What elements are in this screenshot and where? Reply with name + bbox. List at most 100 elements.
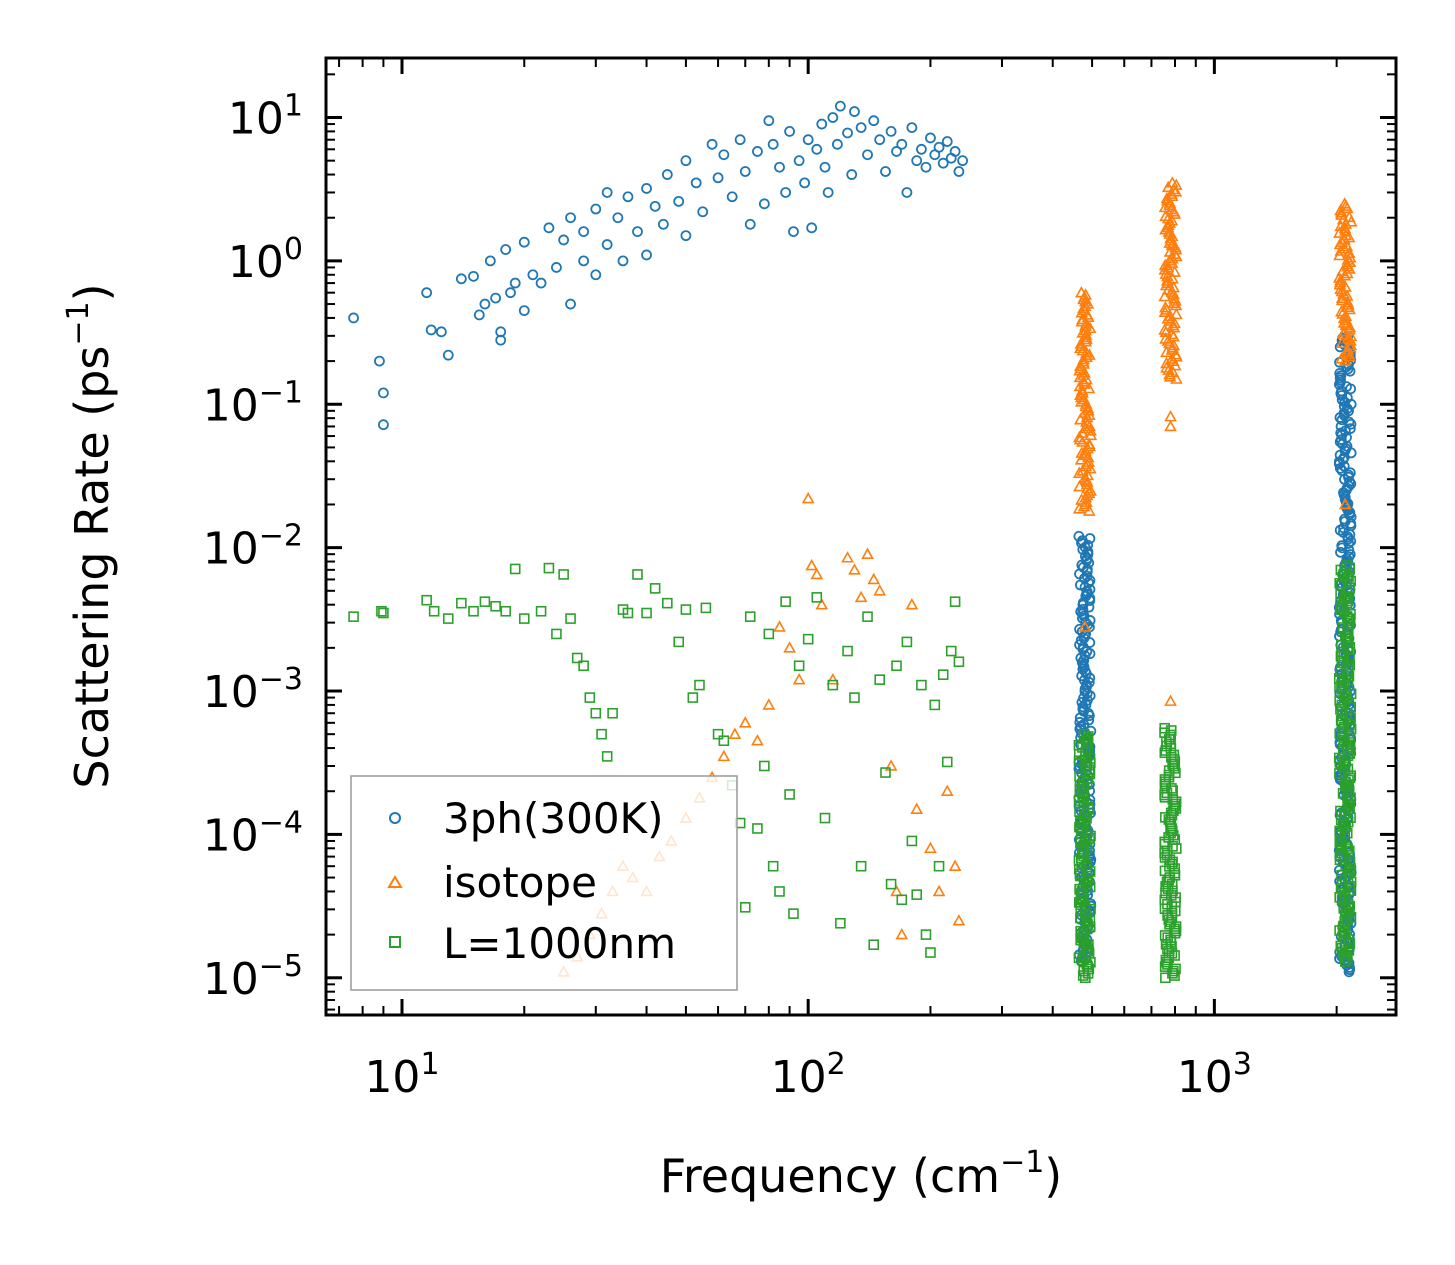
plot-points	[348, 100, 1358, 984]
band-point	[1344, 365, 1356, 377]
data-point	[706, 138, 718, 150]
data-point	[799, 177, 811, 189]
legend-box	[350, 775, 738, 991]
band-point	[1082, 408, 1096, 421]
data-point	[673, 636, 685, 648]
data-point	[933, 141, 945, 153]
band-point	[1080, 477, 1094, 490]
data-point	[868, 939, 880, 951]
data-point	[901, 187, 913, 198]
band-point	[1342, 953, 1353, 965]
band-point	[1339, 396, 1351, 408]
data-point	[916, 143, 927, 155]
band-point	[1074, 453, 1088, 465]
data-point	[819, 812, 831, 824]
data-point	[535, 277, 547, 289]
data-point	[849, 692, 860, 703]
data-point	[802, 134, 814, 146]
band-point	[1343, 416, 1355, 428]
data-point	[473, 309, 485, 321]
data-point	[744, 218, 756, 230]
band-point	[1159, 325, 1173, 338]
band-point	[1163, 370, 1177, 382]
band-point	[1073, 748, 1085, 760]
data-point	[1078, 620, 1092, 632]
band-point	[1334, 768, 1345, 779]
data-point	[376, 605, 387, 617]
band-point	[1335, 546, 1346, 558]
y-tick-label: 10−2	[203, 519, 303, 575]
data-point	[811, 592, 823, 603]
data-point	[632, 569, 643, 580]
band-point	[1076, 435, 1089, 447]
band-point	[1160, 972, 1171, 984]
band-point	[1334, 462, 1346, 474]
x-tick-label: 101	[364, 1047, 439, 1103]
data-point	[584, 692, 596, 703]
data-point	[718, 735, 730, 747]
band-point	[1072, 502, 1086, 514]
data-point	[571, 652, 583, 664]
band-point	[1073, 433, 1087, 445]
band-point	[1082, 381, 1096, 394]
data-point	[738, 716, 752, 728]
band-point	[1340, 956, 1351, 967]
band-point	[1072, 466, 1086, 478]
data-point	[762, 698, 776, 710]
data-point	[784, 789, 795, 800]
data-point	[874, 134, 886, 146]
data-point	[920, 161, 932, 173]
band-point	[1335, 293, 1349, 306]
band-point	[1341, 300, 1354, 312]
data-point	[421, 594, 432, 606]
band-point	[1084, 428, 1098, 441]
data-point	[578, 226, 590, 238]
band-point	[1343, 251, 1357, 263]
band-point	[1158, 263, 1172, 275]
data-point	[758, 198, 770, 210]
data-point	[661, 169, 673, 180]
data-point	[874, 674, 886, 685]
data-point	[759, 760, 770, 772]
axis-ticks	[326, 58, 1396, 1015]
data-point	[1164, 419, 1177, 432]
band-point	[1165, 256, 1179, 268]
data-point	[780, 596, 791, 607]
data-point	[767, 138, 779, 150]
data-point	[774, 161, 785, 173]
data-point	[612, 212, 624, 224]
data-point	[700, 602, 712, 614]
data-point	[788, 908, 799, 919]
data-point	[763, 115, 775, 127]
data-point	[632, 226, 643, 238]
band-point	[1333, 226, 1346, 238]
data-point	[855, 122, 867, 134]
data-point	[862, 149, 873, 161]
x-axis-title: Frequency (cm−1)	[660, 1145, 1063, 1203]
data-point	[551, 628, 562, 640]
band-point	[1344, 215, 1358, 227]
data-point	[442, 613, 454, 624]
band-point	[1160, 887, 1171, 899]
data-point	[885, 125, 897, 137]
y-tick-label: 100	[228, 232, 303, 288]
data-point	[941, 756, 953, 768]
data-point	[500, 244, 512, 255]
y-tick-label: 101	[228, 88, 303, 144]
data-point	[565, 212, 576, 224]
band-point	[1077, 499, 1091, 512]
data-point	[468, 605, 479, 617]
band-point	[1159, 792, 1171, 803]
data-point	[468, 270, 479, 282]
band-point	[1343, 349, 1357, 362]
data-point	[948, 859, 962, 872]
band-point	[1079, 335, 1093, 347]
data-point	[425, 324, 437, 336]
data-point	[622, 191, 634, 203]
band-point	[1334, 244, 1348, 256]
data-point	[849, 106, 860, 117]
data-point	[734, 134, 746, 146]
data-point	[773, 620, 786, 632]
data-point	[590, 269, 602, 281]
data-point	[929, 699, 941, 711]
